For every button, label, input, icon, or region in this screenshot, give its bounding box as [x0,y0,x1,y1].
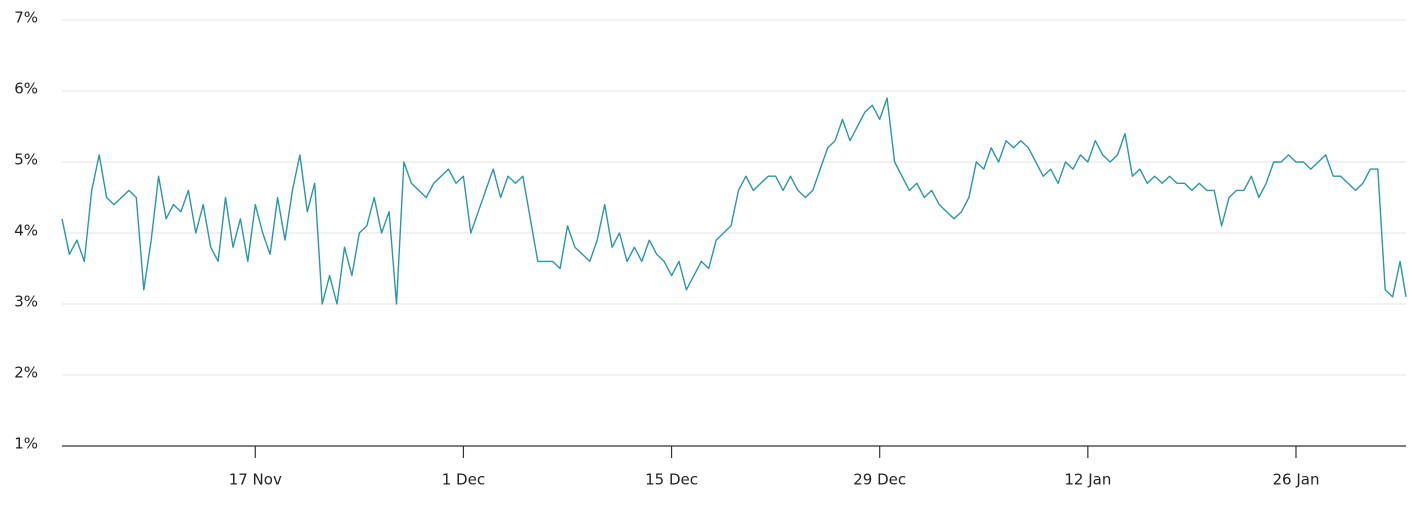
x-tick-label: 29 Dec [853,471,906,489]
y-tick-label: 6% [14,80,38,98]
x-tick-label: 1 Dec [442,471,485,489]
y-tick-label: 1% [14,435,38,453]
line [61,97,1407,305]
x-tick-label: 12 Jan [1064,471,1111,489]
y-tick-label: 7% [14,9,38,27]
y-tick-label: 5% [14,151,38,169]
x-tick-label: 26 Jan [1272,471,1319,489]
y-tick-label: 3% [14,293,38,311]
y-tick-label: 4% [14,222,38,240]
y-tick-label: 2% [14,364,38,382]
x-tick-label: 15 Dec [645,471,698,489]
x-tick-label: 17 Nov [229,471,282,489]
